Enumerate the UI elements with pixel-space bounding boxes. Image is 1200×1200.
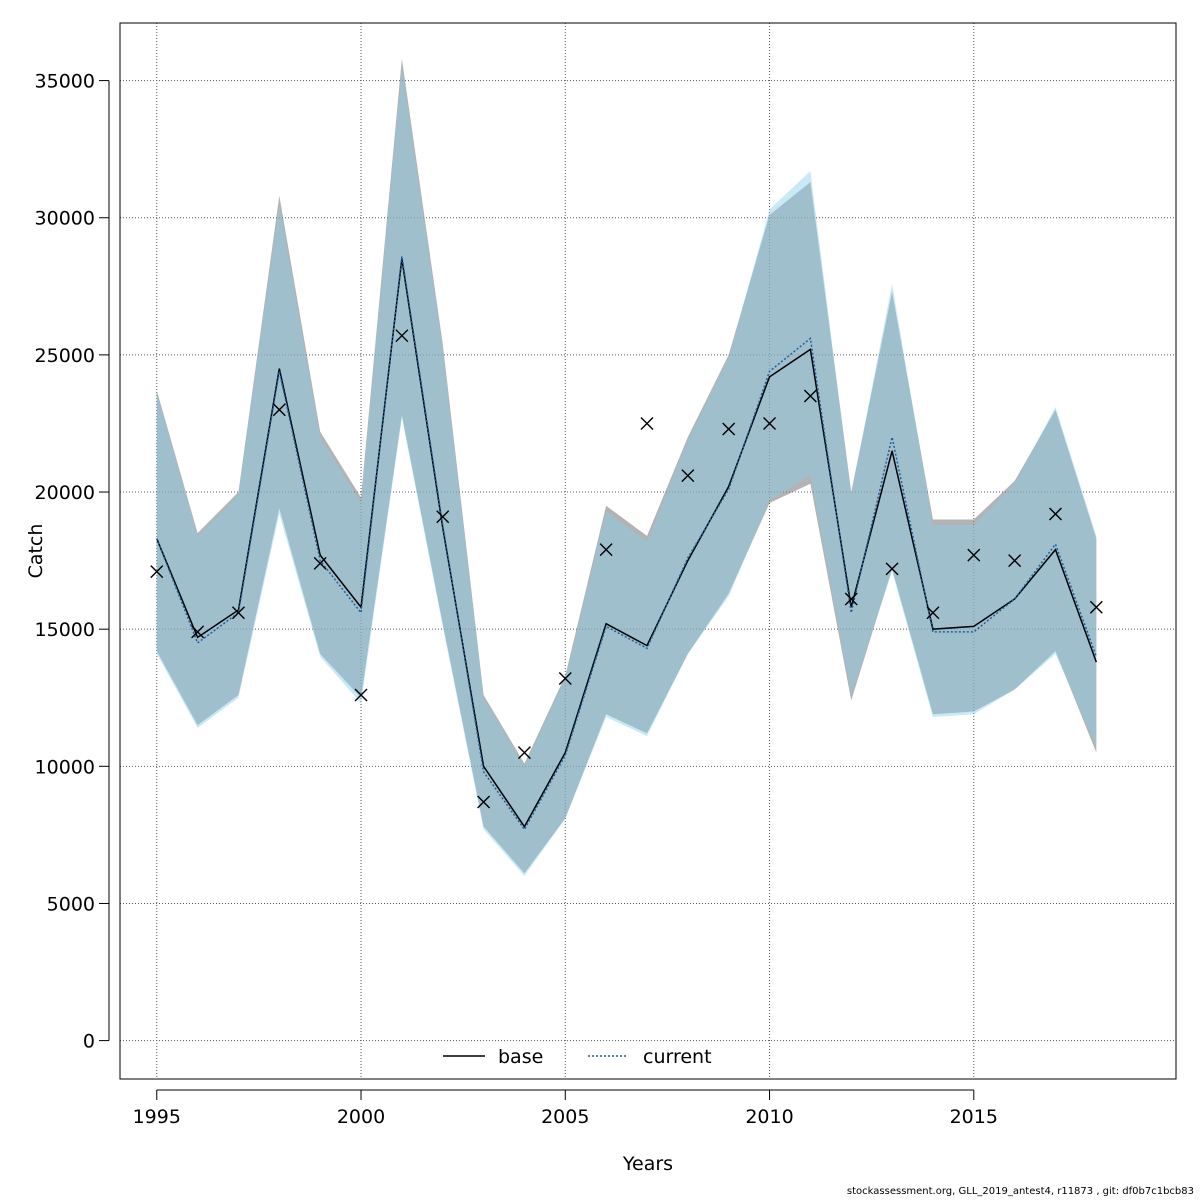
observed-markers [150,329,1103,809]
y-tick-label: 20000 [35,482,95,504]
x-tick-label: 2005 [541,1106,589,1128]
observed-point [763,416,777,430]
y-tick-label: 35000 [35,71,95,93]
series-line-base [156,258,1098,829]
observed-point [640,416,654,430]
x-axis: 1995 2000 2005 2010 2015 [133,1089,998,1128]
observed-point [272,403,286,417]
y-axis-title: Catch [25,524,47,579]
x-tick-label: 2000 [337,1106,385,1128]
confidence-bands [156,58,1097,877]
observed-point [803,389,817,403]
observed-point [967,548,981,562]
observed-point [1048,507,1062,521]
observed-point [1008,554,1022,568]
legend-label-base: base [498,1046,543,1068]
observed-point [231,606,245,620]
x-tick-label: 2015 [950,1106,998,1128]
observed-point [844,592,858,606]
y-tick-label: 5000 [47,893,95,915]
footer-source: stockassessment.org, GLL_2019_antest4, r… [846,1186,1194,1197]
legend: base current [443,1046,712,1068]
y-tick-label: 0 [83,1031,95,1053]
observed-point [517,746,531,760]
x-tick-label: 1995 [133,1106,181,1128]
observed-point [599,543,613,557]
observed-point [395,329,409,343]
observed-point [354,688,368,702]
observed-point [313,556,327,570]
observed-point [477,795,491,809]
y-axis: 0 5000 10000 15000 20000 25000 30000 35000 [35,71,110,1053]
ci-band-current [156,66,1097,877]
observed-point [926,606,940,620]
series-line-current [156,256,1098,831]
x-axis-title: Years [622,1153,673,1175]
observed-point [1089,600,1103,614]
observed-point [191,625,205,639]
ci-band-base [156,58,1097,874]
y-tick-label: 30000 [35,208,95,230]
legend-label-current: current [643,1046,712,1068]
observed-point [681,469,695,483]
observed-point [150,565,164,579]
plot-frame [119,22,1177,1080]
x-tick-label: 2010 [745,1106,793,1128]
series-lines [156,256,1098,831]
y-tick-label: 25000 [35,345,95,367]
y-tick-label: 10000 [35,756,95,778]
observed-point [885,562,899,576]
observed-point [436,510,450,524]
y-tick-label: 15000 [35,619,95,641]
observed-point [722,422,736,436]
observed-point [558,672,572,686]
